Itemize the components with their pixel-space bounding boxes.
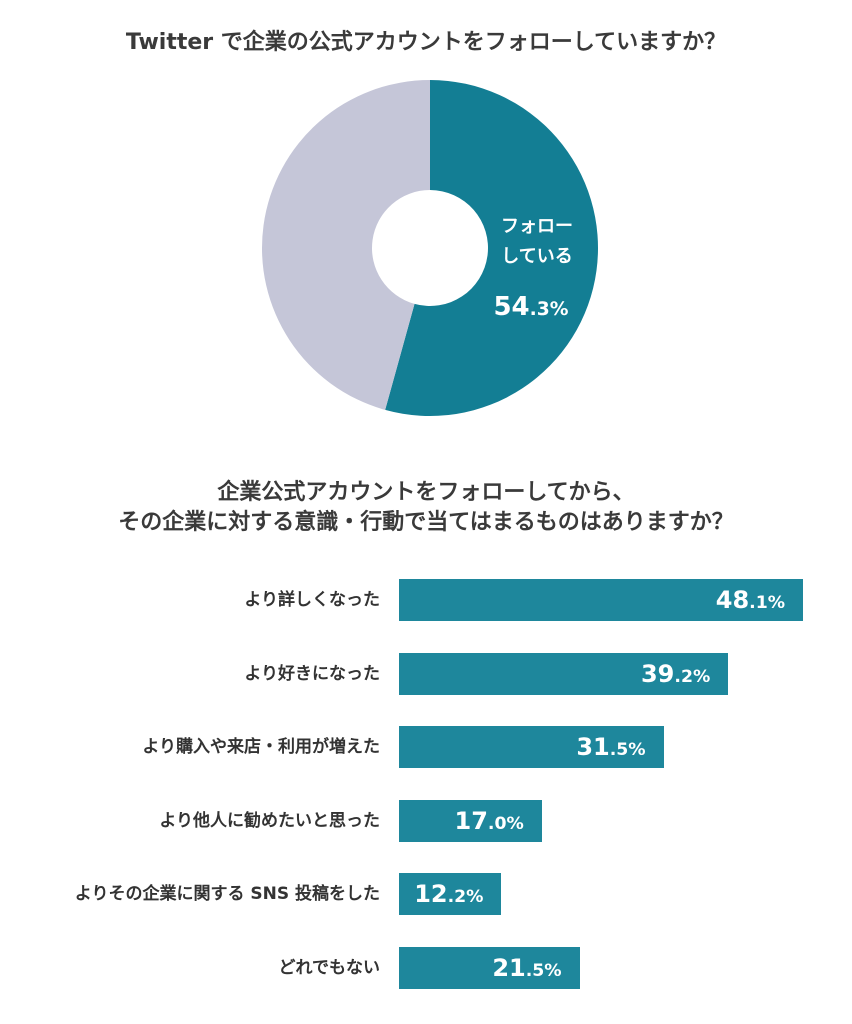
bar: 12.2% [399, 873, 502, 915]
bar-category-label: より詳しくなった [244, 590, 380, 610]
bar-row: よりその企業に関する SNS 投稿をした 12.2% [0, 872, 852, 916]
donut-slice-2 [262, 80, 430, 410]
donut-slice-1 [385, 80, 598, 416]
bar-value-label: 12.2% [414, 880, 484, 908]
bar-category-label: より好きになった [244, 663, 380, 684]
bar-chart-title-line-1: 企業公式アカウントをフォローしてから、 [217, 480, 635, 505]
bar-value-label: 17.0% [454, 806, 524, 835]
bar-value-label: 48.1% [715, 586, 786, 614]
bar-value-label: 21.5% [492, 953, 562, 982]
bar-category-label: どれでもない [278, 957, 381, 978]
bar-category-label: より他人に勧めたいと思った [159, 810, 380, 831]
bar-row: より詳しくなった 48.1% [0, 578, 852, 622]
bar-category-label: より購入や来店・利用が増えた [142, 737, 380, 757]
donut-chart-title: Twitter で企業の公式アカウントをフォローしていますか？ [125, 30, 727, 55]
donut-slice-label-line-2: している [501, 246, 573, 267]
bar-row: より他人に勧めたいと思った 17.0% [0, 799, 852, 843]
bar-value-label: 31.5% [576, 733, 646, 761]
donut-chart [262, 80, 598, 416]
bar: 21.5% [399, 946, 580, 989]
bar: 31.5% [399, 726, 664, 768]
bar-category-label: よりその企業に関する SNS 投稿をした [74, 884, 380, 904]
bar-chart-title-line-2: その企業に対する意識・行動で当てはまるものはありますか？ [118, 510, 734, 535]
bar-row: どれでもない 21.5% [0, 946, 852, 990]
bar: 39.2% [399, 652, 729, 695]
donut-slice-label: フォロー している [482, 212, 592, 272]
bar-chart: より詳しくなった 48.1% より好きになった 39.2% より購入や来店・利用が増えた… [0, 578, 852, 998]
bar: 17.0% [399, 799, 542, 842]
bar-value-label: 39.2% [640, 659, 711, 688]
donut-slice-label-line-1: フォロー [501, 216, 573, 237]
donut-slice-value-label: 54.3% [493, 292, 569, 322]
bar-row: より好きになった 39.2% [0, 652, 852, 696]
bar: 48.1% [399, 579, 804, 621]
bar-chart-title: 企業公式アカウントをフォローしてから、 その企業に対する意識・行動で当てはまるも… [0, 478, 852, 538]
bar-row: より購入や来店・利用が増えた 31.5% [0, 725, 852, 769]
